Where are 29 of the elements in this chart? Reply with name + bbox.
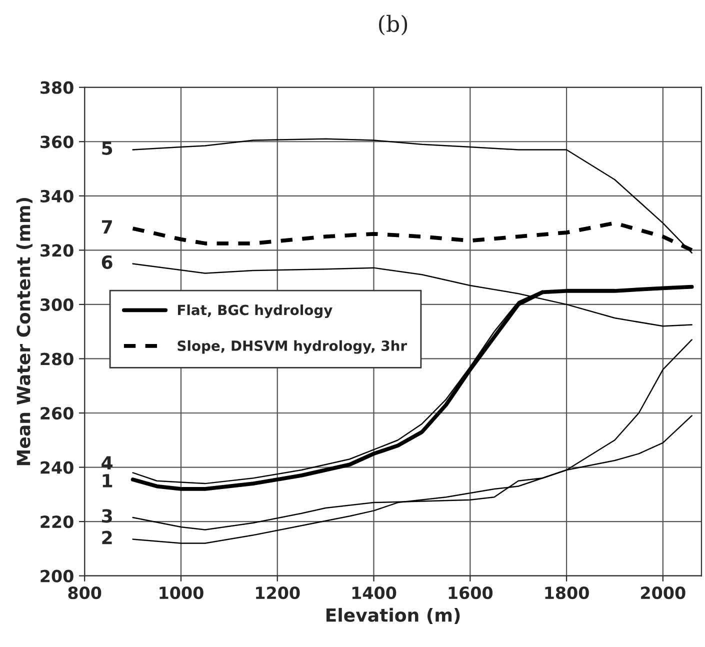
y-tick-label: 360	[40, 136, 74, 148]
annotation: 4	[102, 456, 113, 470]
chart-title: (b)	[379, 14, 408, 36]
annotation: 5	[102, 142, 112, 155]
y-tick-label: 320	[40, 244, 74, 257]
y-tick-label: 380	[40, 81, 74, 94]
y-tick-label: 220	[40, 516, 74, 528]
y-tick-label: 260	[40, 406, 74, 420]
x-tick-label: 2000	[641, 586, 686, 600]
x-tick-label: 1400	[352, 586, 396, 600]
legend-label: Slope, DHSVM hydrology, 3hr	[178, 340, 408, 354]
y-tick-label: 300	[40, 298, 74, 312]
x-tick-label: 1800	[545, 586, 589, 600]
y-tick-label: 200	[40, 570, 74, 582]
x-axis-title: Elevation (m)	[326, 608, 460, 624]
annotation: 2	[102, 530, 112, 544]
y-axis-title: Mean Water Content (mm)	[16, 198, 32, 466]
y-tick-label: 280	[40, 352, 74, 366]
annotation: 6	[102, 255, 112, 269]
y-tick-label: 240	[40, 461, 74, 474]
legend-label: Flat, BGC hydrology	[178, 304, 332, 318]
x-tick-label: 1000	[160, 586, 204, 600]
x-tick-label: 1600	[448, 586, 493, 600]
annotation: 7	[102, 220, 112, 234]
x-tick-label: 800	[68, 586, 102, 600]
annotation: 1	[102, 474, 112, 488]
x-tick-label: 1200	[256, 586, 300, 600]
annotation: 3	[102, 509, 112, 523]
y-tick-label: 340	[40, 190, 74, 202]
